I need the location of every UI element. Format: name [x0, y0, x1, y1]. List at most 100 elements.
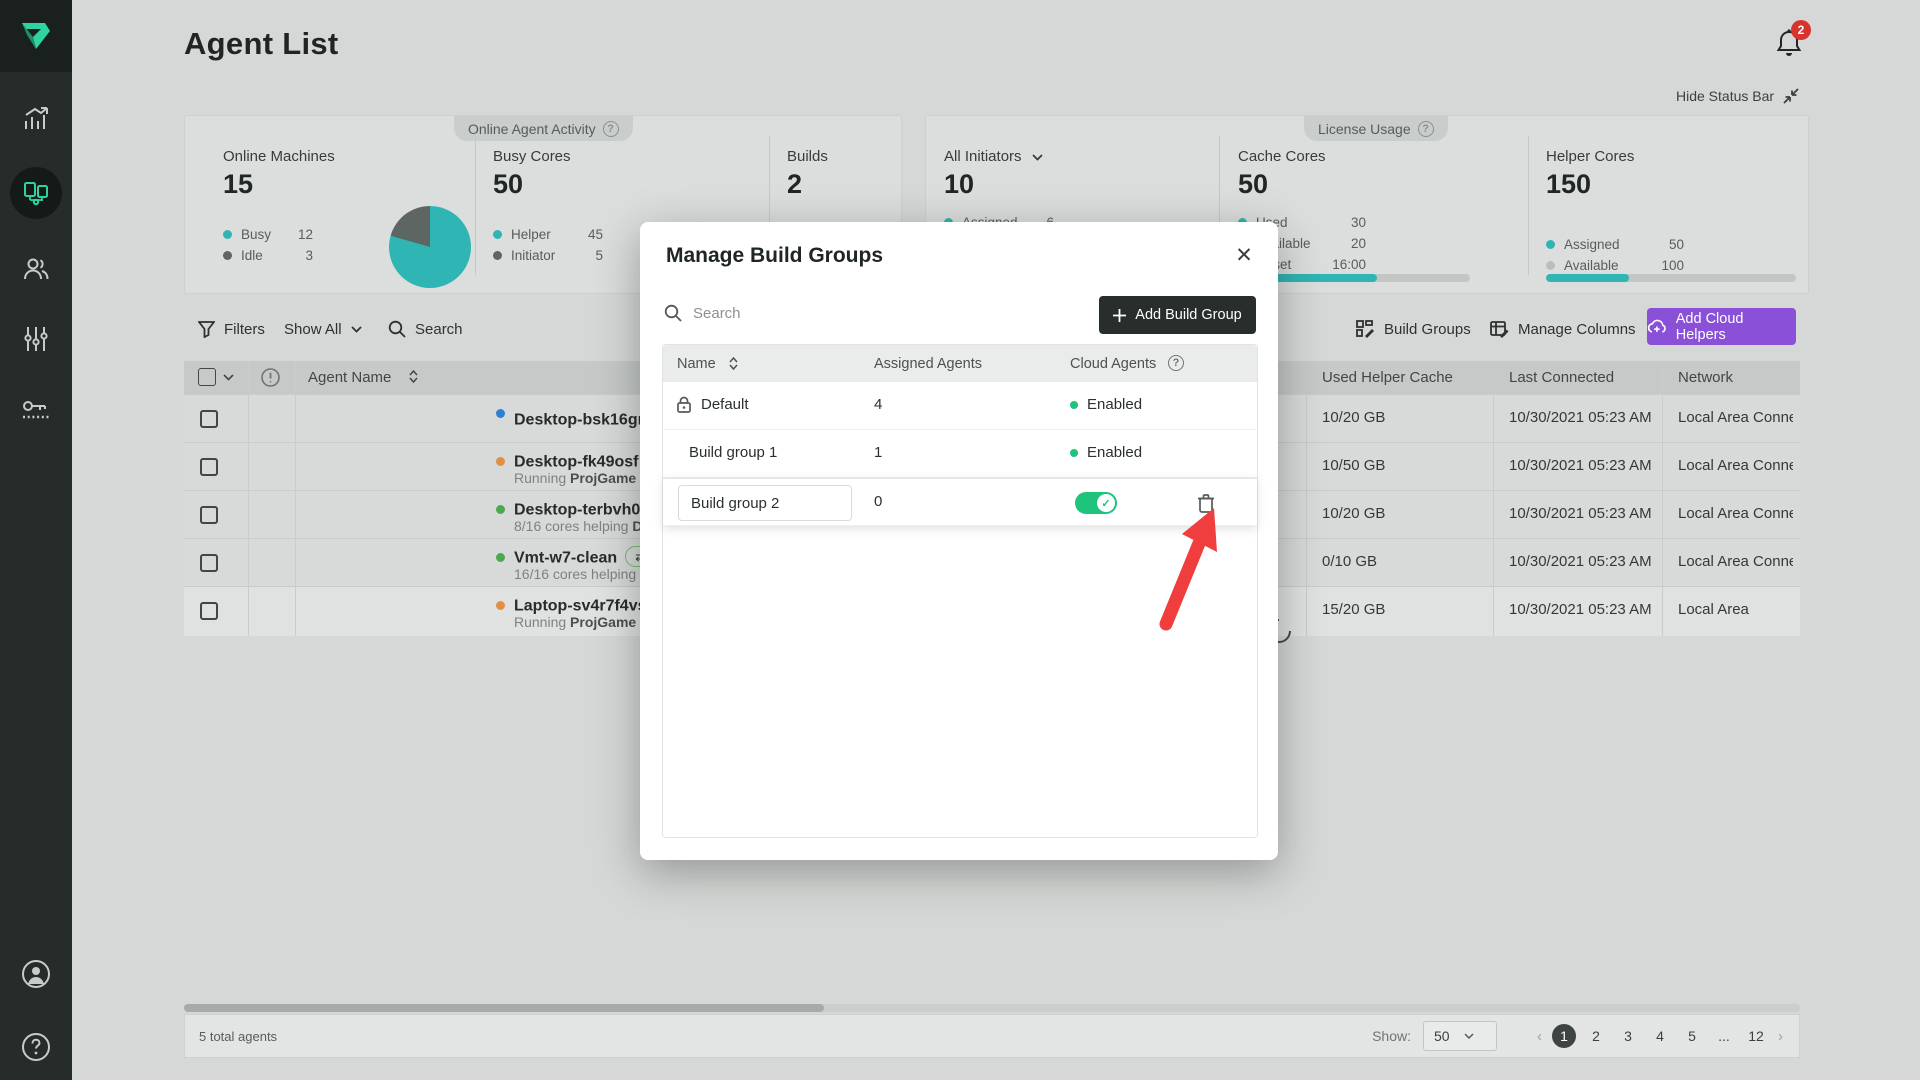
sort-icon[interactable] [729, 357, 738, 370]
status-dot [496, 457, 505, 466]
cell-network: Local Area Connection [1678, 505, 1793, 522]
legend-available: Available 100 [1546, 255, 1684, 276]
page-5-button[interactable]: 5 [1688, 1028, 1696, 1044]
sidebar-item-license[interactable] [0, 382, 72, 440]
build-groups-table-header: Name Assigned Agents Cloud Agents ? [663, 345, 1257, 382]
page-12-button[interactable]: 12 [1748, 1028, 1764, 1044]
sidebar-item-dashboard[interactable] [0, 90, 72, 148]
cloud-agents-toggle[interactable]: ✓ [1075, 492, 1117, 514]
idle-dot [223, 251, 232, 260]
row-checkbox[interactable] [200, 410, 218, 428]
build-groups-button[interactable]: Build Groups [1356, 312, 1471, 346]
column-network[interactable]: Network [1678, 369, 1734, 386]
page-2-button[interactable]: 2 [1592, 1028, 1600, 1044]
builds-metric: Builds 2 [787, 148, 828, 199]
cell-cache: 0/10 GB [1322, 553, 1378, 570]
build-group-row[interactable]: Default 4 Enabled [663, 382, 1257, 430]
card-label-online-agent-activity: Online Agent Activity ? [454, 116, 633, 141]
lock-icon [677, 396, 691, 413]
all-initiators-dropdown[interactable]: All Initiators [944, 148, 1043, 165]
modal-search-field[interactable]: Search [664, 304, 741, 322]
cell-connected: 10/30/2021 05:23 AM [1509, 601, 1652, 618]
modal-search-placeholder: Search [693, 304, 741, 322]
column-last-connected[interactable]: Last Connected [1509, 369, 1615, 386]
sidebar-item-agents[interactable] [0, 160, 72, 226]
next-page-button[interactable]: › [1778, 1027, 1783, 1045]
cell-cache: 10/20 GB [1322, 409, 1386, 426]
help-circle-icon[interactable]: ? [1168, 355, 1184, 371]
cell-cache: 10/20 GB [1322, 505, 1386, 522]
row-checkbox[interactable] [200, 458, 218, 476]
manage-build-groups-modal: Manage Build Groups ✕ Search Add Build G… [640, 222, 1278, 860]
group-name-input[interactable] [678, 485, 852, 521]
prev-page-button[interactable]: ‹ [1537, 1027, 1542, 1045]
sidebar-item-users[interactable] [0, 240, 72, 298]
collapse-icon [1783, 88, 1799, 104]
cell-network: Local Area Connection [1678, 457, 1793, 474]
row-checkbox[interactable] [200, 506, 218, 524]
delete-group-button[interactable] [1197, 493, 1215, 513]
modal-title: Manage Build Groups [666, 244, 884, 267]
search-button[interactable]: Search [388, 312, 463, 346]
search-icon [388, 320, 406, 338]
build-group-row-editing[interactable]: 0 ✓ [663, 478, 1257, 526]
build-group-row[interactable]: Build group 1 1 Enabled [663, 430, 1257, 478]
app-logo[interactable] [0, 0, 72, 72]
active-nav-highlight [10, 167, 62, 219]
legend-initiator: Initiator 5 [493, 245, 603, 266]
horizontal-scrollbar-thumb[interactable] [184, 1004, 824, 1012]
alert-column-icon [261, 368, 280, 387]
cache-cores-progress [1238, 274, 1470, 282]
show-label: Show: [1372, 1028, 1411, 1044]
cell-connected: 10/30/2021 05:23 AM [1509, 553, 1652, 570]
page-size-select[interactable]: 50 [1423, 1021, 1497, 1051]
row-checkbox[interactable] [200, 554, 218, 572]
column-name[interactable]: Name [677, 355, 716, 372]
row-checkbox[interactable] [200, 602, 218, 620]
column-cloud-agents[interactable]: Cloud Agents [1070, 355, 1157, 372]
cell-cache: 10/50 GB [1322, 457, 1386, 474]
notifications-button[interactable]: 2 [1775, 20, 1811, 62]
card-divider [1219, 136, 1220, 275]
build-groups-table: Name Assigned Agents Cloud Agents ? [662, 344, 1258, 838]
cell-network: Local Area Connection [1678, 409, 1793, 426]
online-machines-metric: Online Machines 15 [223, 148, 335, 199]
status-dot [496, 505, 505, 514]
page-1-button[interactable]: 1 [1552, 1024, 1576, 1048]
cell-connected: 10/30/2021 05:23 AM [1509, 457, 1652, 474]
sliders-icon [24, 327, 48, 351]
helper-cores-metric: Helper Cores 150 [1546, 148, 1635, 199]
cell-connected: 10/30/2021 05:23 AM [1509, 409, 1652, 426]
help-circle-icon[interactable]: ? [1417, 120, 1434, 137]
chevron-down-icon[interactable] [223, 373, 234, 381]
chevron-down-icon [350, 325, 362, 333]
page-3-button[interactable]: 3 [1624, 1028, 1632, 1044]
filters-button[interactable]: Filters [198, 312, 265, 346]
horizontal-scrollbar-track[interactable] [184, 1004, 1800, 1012]
page-4-button[interactable]: 4 [1656, 1028, 1664, 1044]
agents-icon [24, 182, 48, 206]
cell-network: Local Area C [1678, 601, 1750, 618]
chevron-down-icon [1032, 154, 1043, 161]
card-divider [1528, 136, 1529, 275]
add-build-group-button[interactable]: Add Build Group [1099, 296, 1256, 334]
column-agent-name[interactable]: Agent Name [308, 369, 392, 386]
add-cloud-helpers-button[interactable]: Add Cloud Helpers [1647, 308, 1796, 345]
sidebar-item-profile[interactable] [0, 945, 72, 1003]
status-dot [496, 409, 505, 418]
select-all-checkbox[interactable] [198, 368, 216, 386]
status-dot [496, 553, 505, 562]
cell-cache: 15/20 GB [1322, 601, 1386, 618]
card-divider [475, 136, 476, 275]
hide-status-bar-button[interactable]: Hide Status Bar [1676, 88, 1800, 104]
column-used-helper-cache[interactable]: Used Helper Cache [1322, 369, 1453, 386]
sidebar-item-settings[interactable] [0, 310, 72, 368]
sidebar-item-help[interactable] [0, 1018, 72, 1076]
sort-icon[interactable] [409, 370, 418, 383]
manage-columns-button[interactable]: Manage Columns [1490, 312, 1636, 346]
show-all-dropdown[interactable]: Show All [284, 312, 362, 346]
column-assigned-agents[interactable]: Assigned Agents [874, 355, 983, 372]
modal-close-button[interactable]: ✕ [1235, 244, 1253, 267]
help-circle-icon[interactable]: ? [602, 120, 619, 137]
